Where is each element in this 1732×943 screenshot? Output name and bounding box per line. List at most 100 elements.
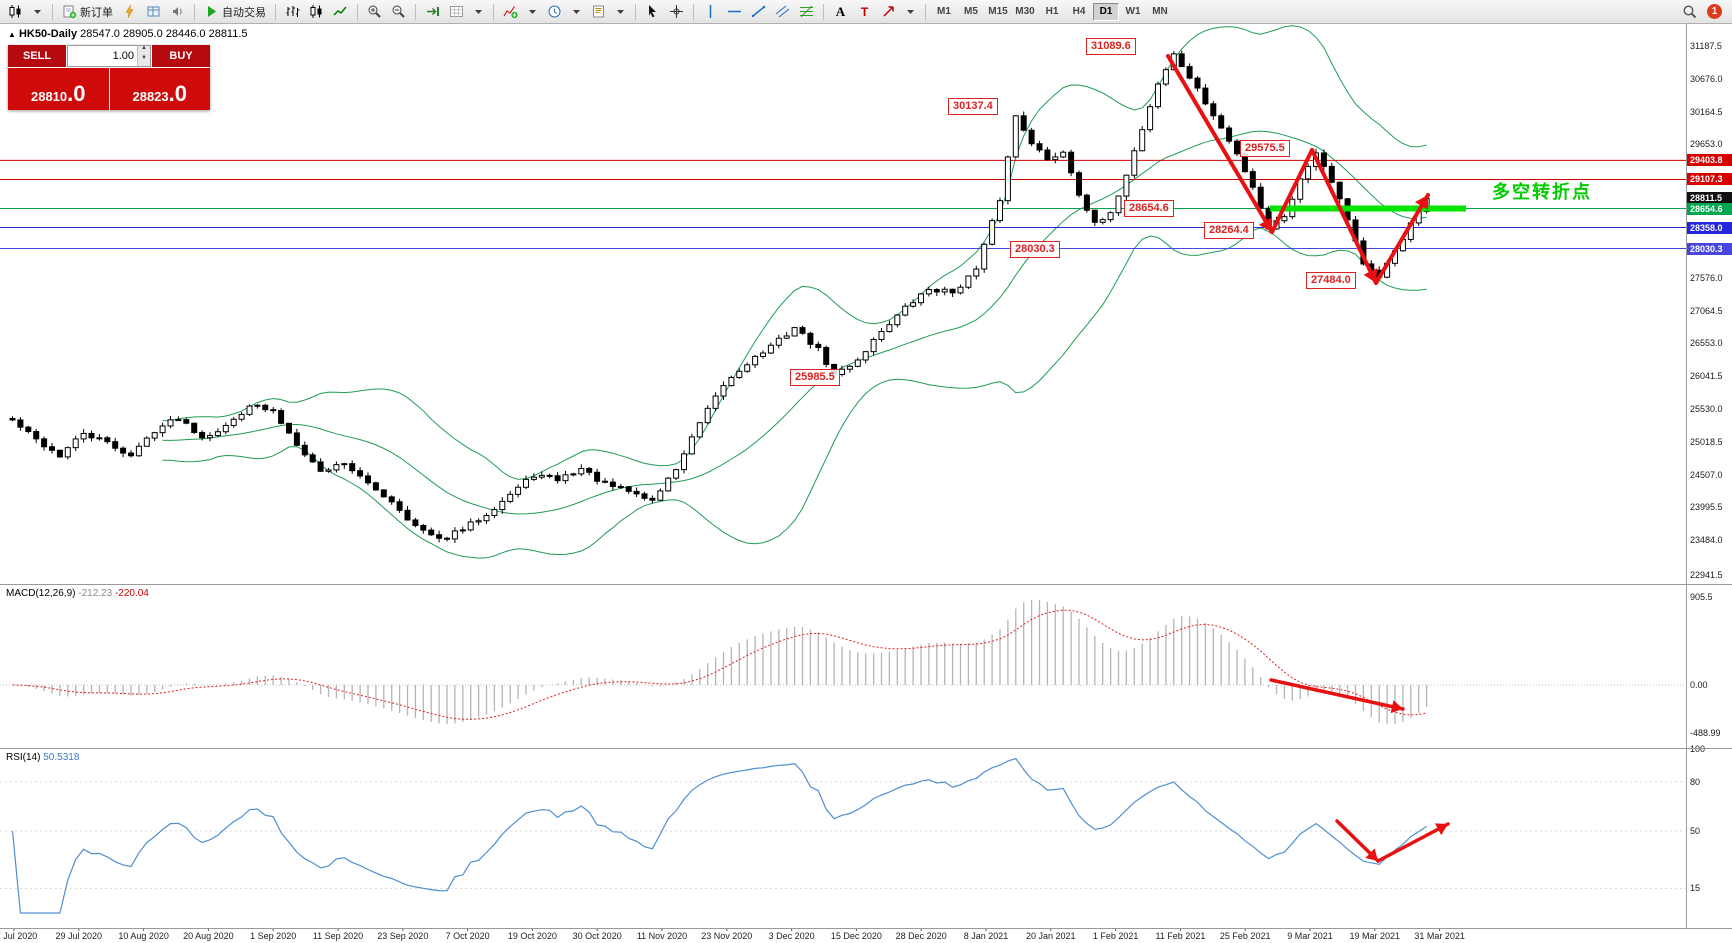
arrows-button[interactable] — [877, 2, 900, 22]
date-axis-label: 30 Oct 2020 — [572, 931, 622, 941]
new-chart-button[interactable] — [4, 2, 27, 22]
timeframe-D1[interactable]: D1 — [1093, 2, 1119, 21]
text-t-icon: T — [857, 4, 872, 19]
buy-price-main: 28823 — [132, 89, 169, 104]
text-button[interactable]: A — [829, 2, 852, 22]
price-axis-label: 22941.5 — [1690, 570, 1723, 580]
volume-down-button[interactable]: ▼ — [138, 55, 150, 66]
timeframe-M5[interactable]: M5 — [958, 3, 984, 21]
volume-up-button[interactable]: ▲ — [138, 45, 150, 56]
new-order-icon — [62, 4, 77, 19]
date-axis-label: 9 Mar 2021 — [1287, 931, 1333, 941]
sell-price[interactable]: 28810.0 — [8, 68, 109, 110]
price-marker-badge: 28654.6 — [1687, 202, 1732, 215]
templates-button[interactable] — [587, 2, 610, 22]
vertical-line-button[interactable] — [699, 2, 722, 22]
date-axis-label: 19 Mar 2021 — [1349, 931, 1401, 941]
zoom-out-button[interactable] — [387, 2, 410, 22]
metaeditor-button[interactable] — [118, 2, 141, 22]
price-marker-badge: 29403.8 — [1687, 154, 1732, 167]
bar-chart-button[interactable] — [281, 2, 304, 22]
market-watch-button[interactable] — [142, 2, 165, 22]
price-axis-label: 24507.0 — [1690, 469, 1723, 480]
ohlc-readout: 28547.0 28905.0 28446.0 28811.5 — [80, 28, 248, 40]
rsi-axis-label: 100 — [1690, 744, 1706, 754]
macd-axis-label: 905.5 — [1690, 592, 1713, 602]
auto-trading-button[interactable]: 自动交易 — [200, 2, 270, 22]
timeframe-H1[interactable]: H1 — [1039, 3, 1065, 21]
text-label-button[interactable]: T — [853, 2, 876, 22]
price-axis-label: 29653.0 — [1690, 139, 1723, 150]
date-axis-label: 3 Dec 2020 — [768, 931, 815, 941]
new-order-button[interactable]: 新订单 — [58, 2, 117, 22]
auto-scroll-button[interactable] — [421, 2, 444, 22]
crosshair-button[interactable] — [665, 2, 688, 22]
search-icon — [1682, 4, 1697, 19]
price-axis-label: 25530.0 — [1690, 403, 1723, 414]
buy-button[interactable]: BUY — [152, 45, 210, 67]
arrows-dropdown[interactable] — [901, 2, 920, 22]
chart-title: ▲ HK50-Daily 28547.0 28905.0 28446.0 288… — [8, 28, 248, 40]
toolbar-separator — [823, 3, 824, 20]
one-click-trade-widget: SELL ▲ ▼ BUY 28810.0 28823.0 — [8, 45, 210, 110]
notification-badge[interactable]: 1 — [1707, 4, 1722, 19]
alerts-button[interactable] — [166, 2, 189, 22]
collapse-triangle-icon: ▲ — [8, 30, 16, 39]
rsi-value: 50.5318 — [43, 752, 80, 763]
timeframe-H4[interactable]: H4 — [1066, 3, 1092, 21]
trendline-button[interactable] — [747, 2, 770, 22]
timeframe-M15[interactable]: M15 — [985, 3, 1011, 21]
date-axis-label: 11 Nov 2020 — [636, 931, 688, 941]
sell-price-frac: .0 — [67, 81, 86, 106]
panel-separator[interactable] — [0, 748, 1732, 749]
channel-button[interactable] — [771, 2, 794, 22]
timeframe-W1[interactable]: W1 — [1120, 3, 1146, 21]
price-axis-label: 26553.0 — [1690, 338, 1723, 349]
candlestick-chart-button[interactable] — [305, 2, 328, 22]
panel-separator[interactable] — [0, 584, 1732, 585]
sell-button[interactable]: SELL — [8, 45, 66, 67]
indicators-button[interactable] — [499, 2, 522, 22]
toolbar-separator — [275, 3, 276, 20]
timeframe-MN[interactable]: MN — [1147, 3, 1173, 21]
cursor-button[interactable] — [641, 2, 664, 22]
horizontal-line-button[interactable] — [723, 2, 746, 22]
toolbar-separator — [52, 3, 53, 20]
toolbar-separator — [493, 3, 494, 20]
channel-icon — [775, 4, 790, 19]
vertical-line-icon — [703, 4, 718, 19]
chevron-down-icon — [613, 4, 628, 19]
rsi-axis-label: 80 — [1690, 776, 1701, 787]
fibonacci-button[interactable] — [795, 2, 818, 22]
zoom-in-button[interactable] — [363, 2, 386, 22]
grid-button[interactable] — [445, 2, 468, 22]
new-chart-dropdown[interactable] — [28, 2, 47, 22]
timeframe-M30[interactable]: M30 — [1012, 3, 1038, 21]
price-axis-label: 30164.5 — [1690, 106, 1723, 117]
new-order-label: 新订单 — [80, 6, 113, 19]
buy-price[interactable]: 28823.0 — [109, 68, 210, 110]
auto-trading-label: 自动交易 — [222, 6, 266, 19]
rsi-axis-label: 15 — [1690, 883, 1701, 894]
line-chart-button[interactable] — [329, 2, 352, 22]
search-button[interactable] — [1678, 2, 1701, 22]
date-axis-label: 20 Aug 2020 — [183, 931, 234, 941]
price-flag: 29575.5 — [1240, 140, 1290, 157]
price-axis-label: 31187.5 — [1690, 41, 1722, 51]
bull-bear-turning-point-note: 多空转折点 — [1492, 182, 1592, 202]
indicators-dropdown[interactable] — [523, 2, 542, 22]
date-axis-label: 11 Sep 2020 — [312, 931, 364, 941]
timeframe-M1[interactable]: M1 — [931, 3, 957, 21]
periods-dropdown[interactable] — [567, 2, 586, 22]
grid-dropdown[interactable] — [469, 2, 488, 22]
volume-input[interactable] — [68, 46, 137, 66]
periods-button[interactable] — [543, 2, 566, 22]
rsi-title: RSI(14) — [6, 752, 41, 763]
templates-dropdown[interactable] — [611, 2, 630, 22]
price-axis-label: 27576.0 — [1690, 272, 1723, 283]
add-indicator-icon — [503, 4, 518, 19]
date-axis-label: 15 Dec 2020 — [830, 931, 882, 941]
crosshair-icon — [669, 4, 684, 19]
volume-field: ▲ ▼ — [67, 45, 151, 67]
